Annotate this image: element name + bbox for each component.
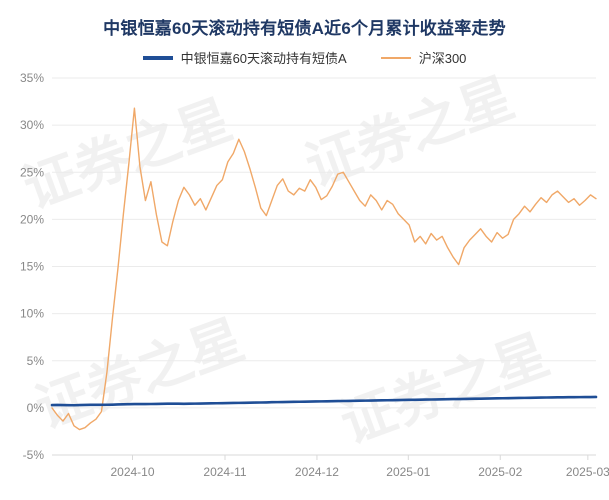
series-line-fund [50,395,598,407]
y-axis-tick-label: -5% [23,448,45,462]
legend-swatch-fund-icon [142,55,173,60]
x-axis-tick-label: 2025-03 [566,465,609,479]
legend-swatch-index-icon [380,56,411,59]
y-axis-tick-label: 5% [27,354,45,368]
x-axis-tick-label: 2025-02 [478,465,522,479]
series-line-index [51,107,597,431]
y-axis-tick-label: 25% [20,165,44,179]
y-axis-tick-label: 20% [20,212,44,226]
legend-item-fund[interactable]: 中银恒嘉60天滚动持有短债A [142,48,347,67]
legend-item-index[interactable]: 沪深300 [380,48,467,67]
y-axis-tick-label: 15% [20,260,44,274]
x-axis-tick-label: 2025-01 [386,465,430,479]
x-axis-tick-label: 2024-12 [295,465,339,479]
y-axis-tick-label: 10% [20,307,44,321]
page-title: 中银恒嘉60天滚动持有短债A近6个月累计收益率走势 [103,19,506,38]
legend-label-fund: 中银恒嘉60天滚动持有短债A [180,51,347,66]
chart-legend: 中银恒嘉60天滚动持有短债A 沪深300 [0,48,609,67]
y-axis-tick-label: 35% [20,71,44,85]
y-axis-tick-label: 30% [20,118,44,132]
y-axis-tick-label: 0% [27,401,45,415]
legend-label-index: 沪深300 [418,51,467,66]
x-axis-tick-label: 2024-11 [203,465,246,479]
x-axis-tick-label: 2024-10 [110,465,154,479]
